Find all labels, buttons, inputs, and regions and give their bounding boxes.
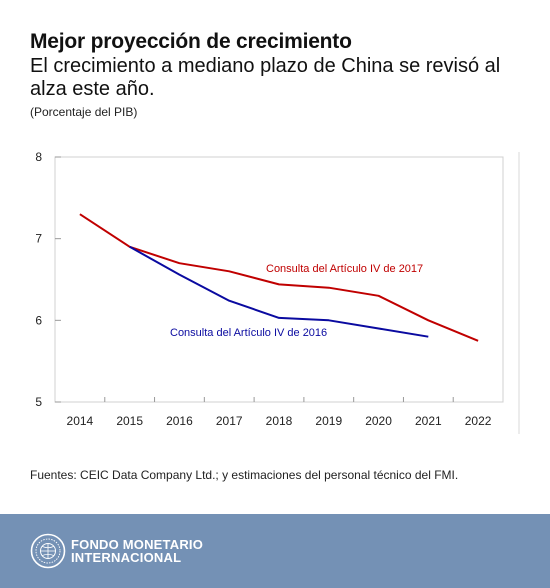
y-tick-label: 7 bbox=[35, 232, 42, 246]
x-tick-label: 2021 bbox=[415, 414, 442, 428]
x-tick-label: 2019 bbox=[315, 414, 342, 428]
footer-bar bbox=[0, 514, 550, 588]
y-axis-unit: (Porcentaje del PIB) bbox=[30, 105, 138, 119]
source-note: Fuentes: CEIC Data Company Ltd.; y estim… bbox=[30, 468, 459, 482]
x-tick-label: 2017 bbox=[216, 414, 243, 428]
plot-area-frame bbox=[54, 156, 504, 403]
org-name: FONDO MONETARIO INTERNACIONAL bbox=[71, 538, 203, 564]
series-line-2 bbox=[129, 245, 429, 338]
y-tick-label: 5 bbox=[35, 395, 42, 409]
x-tick-label: 2016 bbox=[166, 414, 193, 428]
x-tick-label: 2014 bbox=[67, 414, 94, 428]
series-line-1 bbox=[79, 213, 479, 342]
x-tick-label: 2018 bbox=[266, 414, 293, 428]
y-tick-label: 8 bbox=[35, 150, 42, 164]
series-label-2: Consulta del Artículo IV de 2016 bbox=[170, 327, 327, 339]
line-chart: 5 6 7 8 2014 2015 2016 2017 2018 2019 2020 2021 2022… bbox=[35, 150, 520, 434]
imf-seal-icon bbox=[30, 533, 66, 569]
series-label-1: Consulta del Artículo IV de 2017 bbox=[266, 263, 423, 275]
x-tick-label: 2015 bbox=[116, 414, 143, 428]
org-name-line1: FONDO MONETARIO bbox=[71, 537, 204, 552]
x-tick-label: 2022 bbox=[465, 414, 492, 428]
x-tick-label: 2020 bbox=[365, 414, 392, 428]
org-name-line2: INTERNACIONAL bbox=[71, 550, 182, 565]
y-tick-label: 6 bbox=[35, 313, 42, 327]
chart-subtitle: El crecimiento a mediano plazo de China … bbox=[30, 55, 501, 100]
chart-title: Mejor proyección de crecimiento bbox=[30, 30, 352, 53]
